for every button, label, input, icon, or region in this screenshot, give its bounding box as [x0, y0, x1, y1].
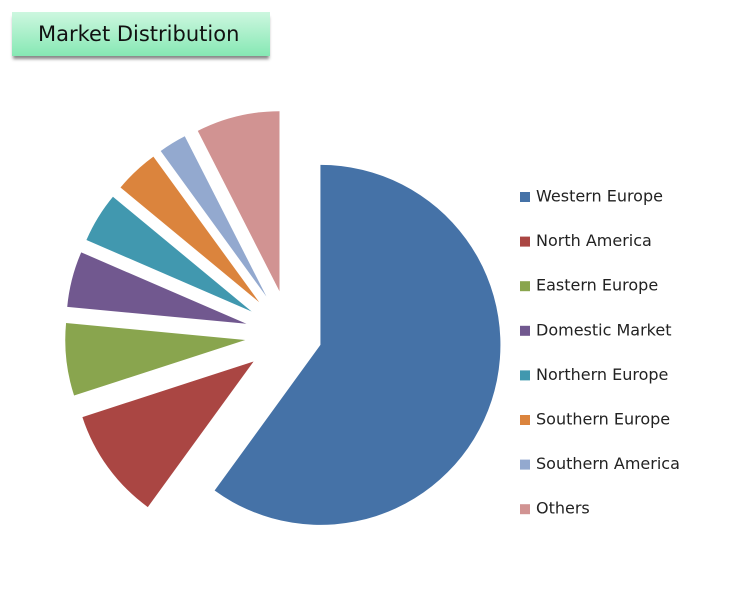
pie-slice — [160, 136, 267, 297]
legend-label: Southern America — [536, 454, 680, 473]
legend-swatch — [520, 370, 530, 381]
pie-slice — [214, 164, 501, 525]
legend-swatch — [520, 325, 530, 336]
pie-slice — [197, 111, 280, 292]
legend-swatch — [520, 281, 530, 292]
legend-label: North America — [536, 231, 652, 250]
legend-swatch — [520, 459, 530, 470]
pie-slice — [120, 156, 260, 303]
legend-swatch — [520, 236, 530, 247]
legend-label: Western Europe — [536, 187, 663, 206]
legend-swatch — [520, 192, 530, 202]
pie-slice — [82, 361, 254, 508]
legend-label: Southern Europe — [536, 410, 670, 429]
legend-swatch — [520, 415, 530, 425]
pie-slice — [65, 322, 246, 396]
pie-slice — [67, 252, 247, 324]
legend-label: Northern Europe — [536, 365, 668, 384]
legend-label: Domestic Market — [536, 320, 671, 339]
legend-swatch — [520, 504, 530, 515]
pie-slice — [86, 196, 252, 312]
chart-title: Market Distribution — [12, 12, 270, 56]
legend-label: Others — [536, 499, 590, 518]
legend-label: Eastern Europe — [536, 276, 658, 295]
